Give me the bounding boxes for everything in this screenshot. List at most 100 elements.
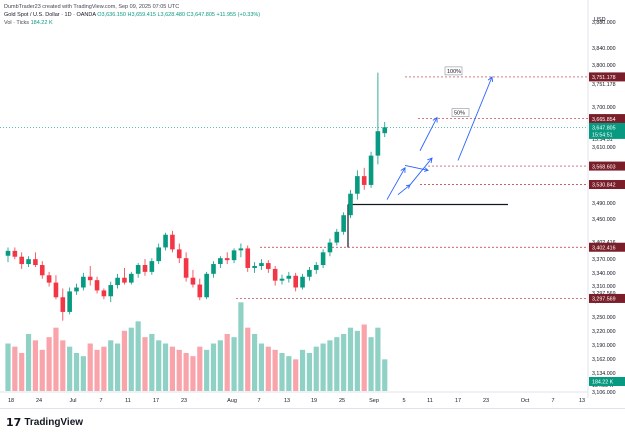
price-tick-label: 3,840.000 — [592, 46, 616, 52]
candle-body — [60, 297, 66, 312]
date-tick-label: Aug — [227, 398, 237, 404]
candle-body — [122, 277, 127, 283]
candle-body — [176, 249, 182, 259]
candle-body — [81, 276, 86, 288]
level-price-tag-text: 3,568.603 — [592, 164, 616, 170]
price-tick-label: 3,450.000 — [592, 217, 616, 223]
volume-bar — [162, 343, 169, 391]
projection-arrow-head — [400, 167, 406, 173]
volume-bar — [258, 343, 265, 391]
volume-bar — [265, 346, 271, 391]
volume-bar — [60, 340, 66, 391]
volume-bar — [176, 349, 182, 391]
volume-bar — [217, 340, 223, 391]
projection-arrow — [386, 167, 406, 200]
candle-body — [46, 275, 52, 283]
candle-body — [279, 278, 285, 281]
candle-body — [245, 248, 251, 268]
volume-bar — [80, 356, 86, 391]
volume-bar — [169, 346, 175, 391]
price-tick-label: 3,751.178 — [592, 82, 616, 88]
candle-body — [108, 285, 114, 297]
level-price-tag-text: 3,665.854 — [592, 117, 616, 123]
symbol-name[interactable]: Gold Spot / U.S. Dollar · 1D · OANDA — [4, 12, 96, 18]
date-tick-label: 11 — [427, 398, 433, 404]
volume-bar — [368, 337, 374, 391]
volume-bar — [67, 346, 73, 391]
level-label-box — [451, 108, 470, 117]
volume-label[interactable]: Vol · Ticks — [4, 20, 30, 26]
candle-body — [135, 265, 141, 274]
tradingview-logo[interactable]: 17 TradingView — [6, 416, 83, 429]
candle-body — [26, 259, 31, 265]
date-tick-label: 7 — [99, 398, 102, 404]
volume-bar — [204, 349, 210, 391]
date-tick-label: 18 — [8, 398, 14, 404]
volume-bar — [334, 337, 340, 391]
level-price-tag-text: 3,530.842 — [592, 183, 616, 189]
candle-body — [19, 256, 24, 265]
date-tick-label: Sep — [369, 398, 379, 404]
price-tick-label: 3,880.000 — [592, 20, 616, 26]
volume-bar — [279, 353, 285, 391]
candle-body — [12, 250, 18, 257]
volume-bar — [347, 327, 354, 391]
candle-body — [197, 284, 203, 298]
date-tick-label: 5 — [402, 398, 405, 404]
volume-value: 184.22 K — [30, 20, 53, 26]
level-label-text: 50% — [454, 111, 465, 117]
volume-bar — [156, 340, 162, 391]
volume-bar — [94, 349, 100, 391]
level-price-tag-text: 3,297.569 — [592, 297, 616, 303]
tradingview-brand: TradingView — [24, 417, 84, 428]
date-tick-label: 7 — [551, 398, 554, 404]
price-chart[interactable]: USD3,880.0003,840.0003,800.0003,751.1783… — [0, 0, 625, 408]
volume-bar — [327, 340, 333, 391]
volume-bar — [121, 330, 128, 391]
level-price-tag — [589, 242, 625, 252]
candle-body — [39, 265, 45, 276]
level-price-tag — [589, 114, 625, 124]
candle-body — [382, 127, 388, 134]
candle-body — [272, 268, 278, 281]
volume-bar — [101, 346, 107, 391]
level-price-tag — [589, 293, 625, 303]
price-axis-bg — [588, 0, 625, 408]
candle-body — [5, 250, 11, 256]
current-price-tag — [589, 122, 625, 139]
price-tick-label: 3,370.000 — [592, 257, 616, 263]
candle-body — [53, 282, 59, 298]
date-tick-label: 23 — [181, 398, 187, 404]
volume-bar — [306, 353, 312, 391]
candle-body — [320, 252, 326, 266]
volume-bar — [361, 324, 367, 391]
candle-body — [355, 176, 360, 194]
projection-arrow-head — [487, 76, 494, 83]
current-price-tag-text: 3,647.805 — [592, 125, 616, 131]
price-tick-label: 3,610.000 — [592, 145, 616, 151]
footer-bar: 17 TradingView — [0, 408, 625, 434]
candle-body — [224, 258, 230, 261]
projection-arrow-head — [427, 157, 433, 164]
axis-currency: USD — [594, 17, 606, 23]
tradingview-logo-icon: 17 — [6, 416, 22, 429]
price-tick-label: 15:54:51 — [592, 137, 613, 143]
candle-body — [307, 269, 312, 277]
candle-body — [190, 277, 196, 285]
candle-body — [33, 259, 38, 266]
volume-bar — [293, 359, 299, 391]
candle-body — [341, 215, 346, 232]
level-price-tag-text: 3,402.416 — [592, 245, 616, 251]
countdown-tag-text: 15:54:51 — [592, 132, 613, 138]
level-price-tag — [589, 72, 625, 82]
volume-line: Vol · Ticks 184.22 K — [4, 19, 260, 27]
candle-body — [368, 155, 374, 185]
level-price-tag — [589, 180, 625, 190]
volume-bar — [87, 343, 93, 391]
date-tick-label: Jul — [69, 398, 76, 404]
candle-body — [348, 193, 353, 216]
volume-bar — [5, 343, 11, 391]
volume-bar — [183, 353, 189, 391]
date-tick-label: 19 — [311, 398, 317, 404]
volume-bar — [224, 334, 230, 391]
